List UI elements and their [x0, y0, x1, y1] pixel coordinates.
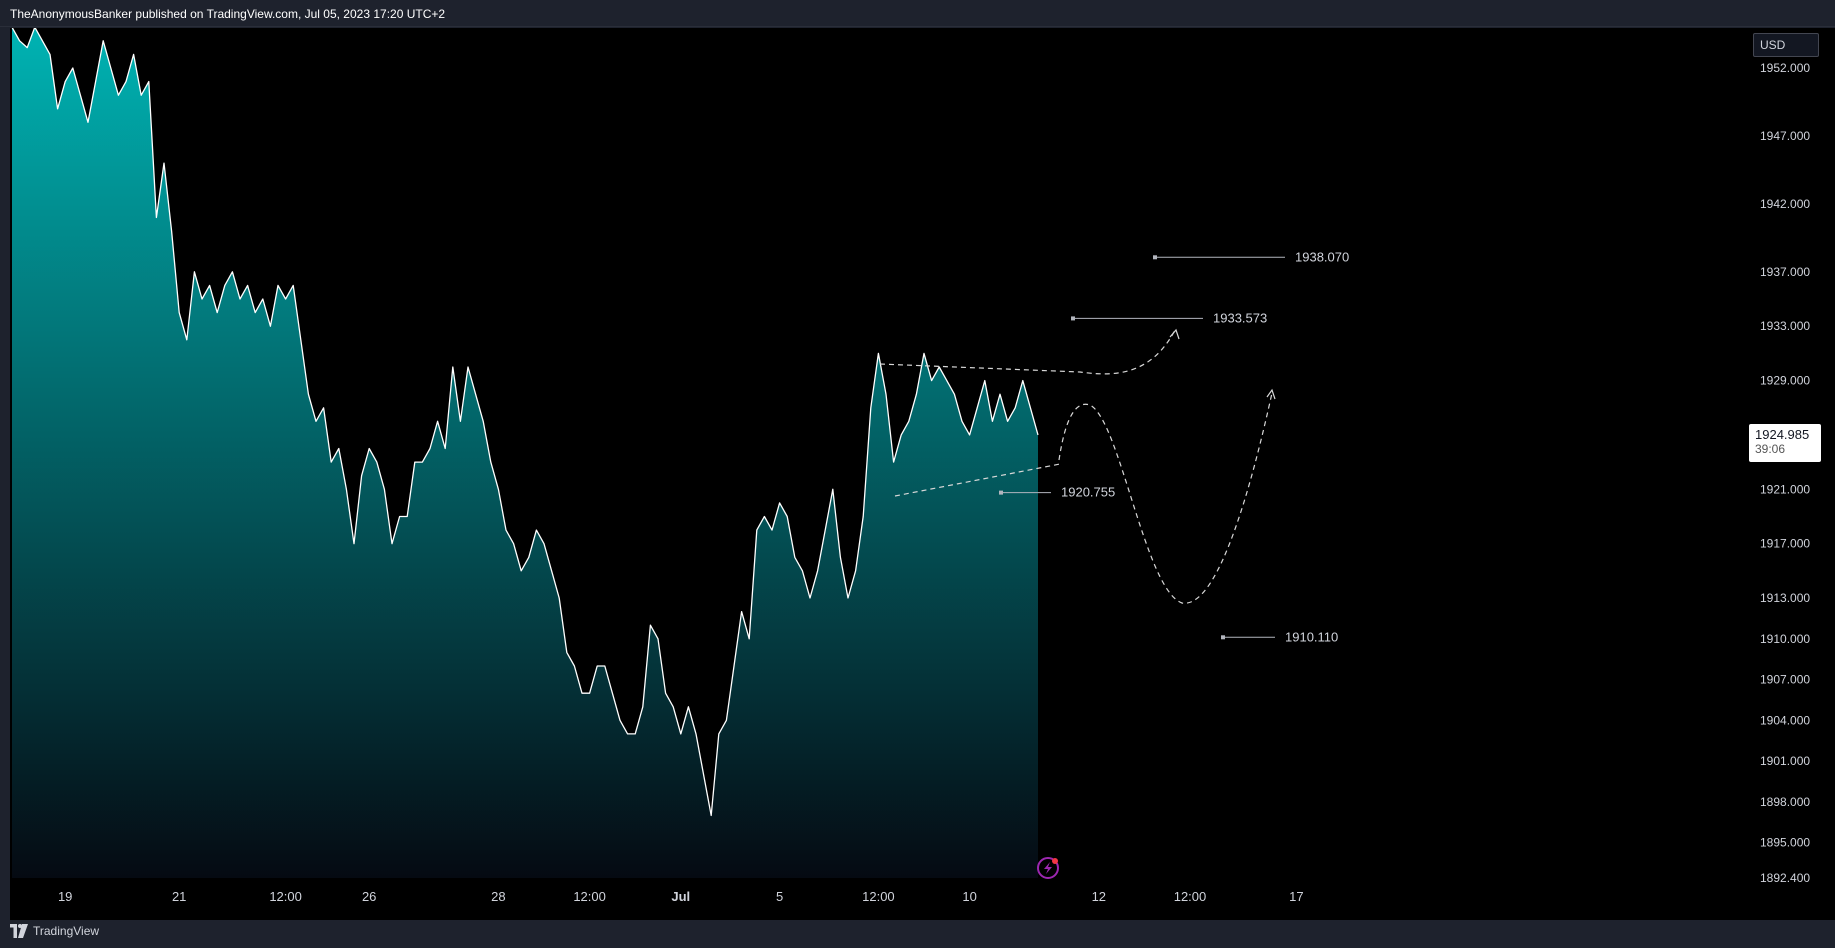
alert-icon[interactable]	[1037, 857, 1059, 879]
y-tick-label: 1952.000	[1760, 61, 1810, 75]
y-tick-label: 1913.000	[1760, 591, 1810, 605]
annotation-label: 1938.070	[1295, 249, 1349, 264]
y-tick-label: 1907.000	[1760, 673, 1810, 687]
price-area-fill	[12, 28, 1038, 878]
tradingview-logo-icon	[10, 924, 28, 938]
x-tick-label: 28	[491, 889, 505, 904]
currency-selector[interactable]: USD	[1753, 33, 1819, 57]
publisher-info: TheAnonymousBanker published on TradingV…	[10, 7, 446, 21]
x-tick-label: 12:00	[1174, 889, 1207, 904]
y-tick-label: 1901.000	[1760, 754, 1810, 768]
resistance-trendline[interactable]	[879, 329, 1176, 375]
x-tick-label: Jul	[671, 889, 690, 904]
y-tick-label: 1898.000	[1760, 795, 1810, 809]
arrowhead-icon	[1169, 328, 1180, 340]
x-tick-label: 5	[776, 889, 783, 904]
time-axis[interactable]	[10, 878, 1835, 920]
annotation-handle[interactable]	[1221, 635, 1225, 640]
y-tick-label: 1947.000	[1760, 129, 1810, 143]
annotation-label: 1933.573	[1213, 310, 1267, 325]
current-price-value: 1924.985	[1755, 427, 1810, 442]
x-tick-label: 12	[1092, 889, 1106, 904]
annotation-label: 1920.755	[1061, 485, 1115, 500]
x-tick-label: 10	[962, 889, 976, 904]
annotation-label: 1910.110	[1285, 629, 1338, 644]
footer-brand: TradingView	[33, 924, 100, 938]
support-trendline[interactable]	[894, 463, 1061, 497]
annotation-handle[interactable]	[999, 490, 1003, 495]
x-tick-label: 21	[172, 889, 186, 904]
x-tick-label: 19	[58, 889, 72, 904]
y-tick-label: 1942.000	[1760, 197, 1810, 211]
y-tick-label: 1933.000	[1760, 319, 1810, 333]
y-tick-label: 1937.000	[1760, 265, 1810, 279]
x-tick-label: 12:00	[862, 889, 895, 904]
bar-countdown: 39:06	[1755, 442, 1786, 456]
x-tick-label: 17	[1289, 889, 1303, 904]
y-tick-label: 1892.400	[1760, 871, 1810, 885]
x-tick-label: 12:00	[573, 889, 606, 904]
y-tick-label: 1917.000	[1760, 537, 1810, 551]
y-tick-label: 1895.000	[1760, 836, 1810, 850]
y-tick-label: 1910.000	[1760, 632, 1810, 646]
arrowhead-icon	[1266, 388, 1276, 400]
annotation-handle[interactable]	[1071, 316, 1075, 321]
x-tick-label: 12:00	[269, 889, 302, 904]
x-tick-label: 26	[362, 889, 376, 904]
projection-path[interactable]	[1058, 392, 1273, 604]
y-tick-label: 1921.000	[1760, 482, 1810, 496]
current-price-label: 1924.985 39:06	[1749, 424, 1821, 462]
y-tick-label: 1904.000	[1760, 713, 1810, 727]
annotation-handle[interactable]	[1153, 255, 1157, 260]
price-line[interactable]	[11, 27, 1039, 817]
header-bar: TheAnonymousBanker published on TradingV…	[0, 0, 1835, 27]
y-tick-label: 1929.000	[1760, 374, 1810, 388]
footer-bar	[0, 920, 1835, 948]
